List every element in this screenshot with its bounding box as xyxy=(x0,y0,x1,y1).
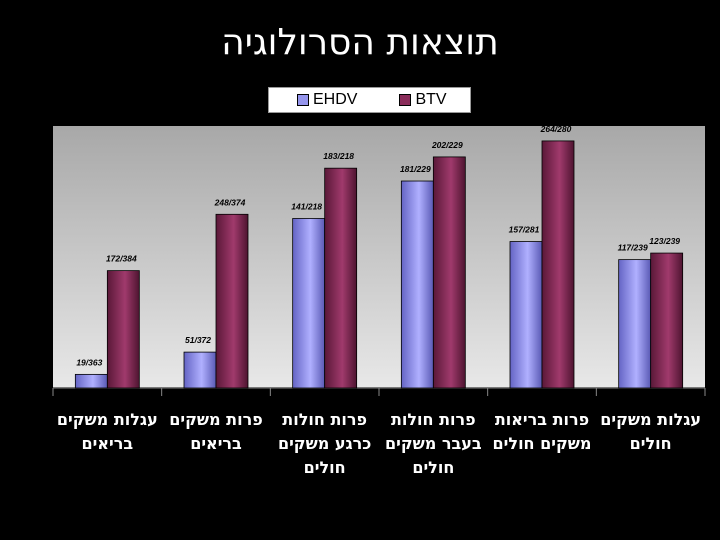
bar-ehdv xyxy=(183,351,217,389)
data-label: 123/239 xyxy=(649,236,680,246)
plot-area xyxy=(53,126,705,388)
bar-ehdv xyxy=(509,241,543,389)
category-label: פרות בריאות משקים חולים xyxy=(492,410,592,453)
bar-ehdv xyxy=(74,373,108,389)
bar-btv xyxy=(324,167,358,389)
category-label: פרות חולות כרגע משקים חולים xyxy=(277,410,372,477)
data-label: 202/229 xyxy=(431,140,463,150)
bar-btv xyxy=(541,140,575,389)
data-label: 51/372 xyxy=(185,335,211,345)
data-label: 157/281 xyxy=(509,225,540,235)
data-label: 19/363 xyxy=(76,357,102,367)
data-label: 172/384 xyxy=(106,254,137,264)
data-label: 183/218 xyxy=(323,151,354,161)
category-label: פרות משקים בריאים xyxy=(169,410,263,453)
bar-ehdv xyxy=(618,259,652,389)
data-label: 248/374 xyxy=(214,197,246,207)
data-label: 117/239 xyxy=(618,243,648,253)
legend-item-btv: BTV xyxy=(399,91,447,109)
data-label: 181/229 xyxy=(400,164,431,174)
chart-title: תוצאות הסרולוגיה xyxy=(221,22,499,63)
legend-label-ehdv: EHDV xyxy=(313,91,358,108)
bar-btv xyxy=(650,252,684,389)
category-label: עגלות משקים חולים xyxy=(600,410,702,453)
category-label: פרות חולות בעבר משקים חולים xyxy=(384,410,482,477)
bar-btv xyxy=(106,270,140,389)
data-label: 264/280 xyxy=(540,124,572,134)
bar-ehdv xyxy=(292,218,326,389)
legend-label-btv: BTV xyxy=(415,91,447,108)
legend: EHDV BTV xyxy=(268,87,471,113)
category-label: עגלות משקים בריאים xyxy=(56,410,158,453)
bar-btv xyxy=(432,156,466,389)
bar-btv xyxy=(215,213,249,389)
legend-item-ehdv: EHDV xyxy=(297,91,357,109)
legend-swatch-btv xyxy=(399,94,412,106)
data-label: 141/218 xyxy=(291,201,322,211)
bar-ehdv xyxy=(400,180,434,389)
legend-swatch-ehdv xyxy=(297,94,309,106)
